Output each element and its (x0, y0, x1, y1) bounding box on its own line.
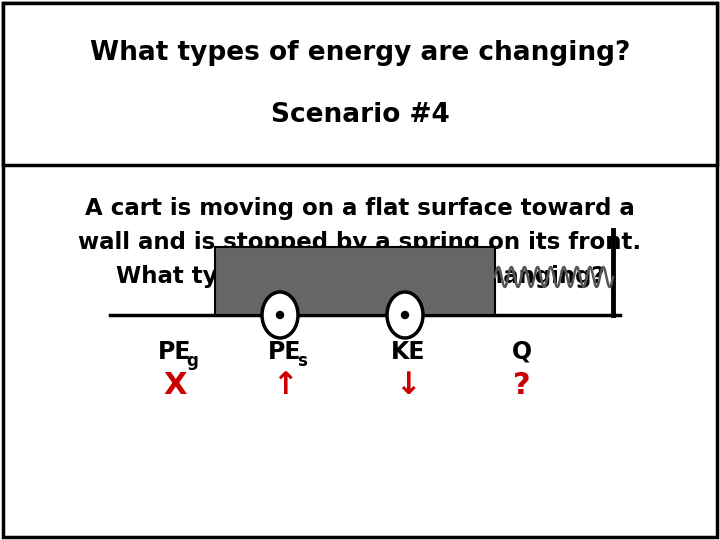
Text: g: g (186, 352, 198, 370)
Text: PE: PE (269, 340, 302, 364)
Text: What type(s) of energy are changing?: What type(s) of energy are changing? (116, 265, 604, 287)
Text: Scenario #4: Scenario #4 (271, 103, 449, 129)
Ellipse shape (387, 292, 423, 338)
Bar (3, 3, 717, 165)
Text: What types of energy are changing?: What types of energy are changing? (90, 40, 630, 66)
Ellipse shape (262, 292, 298, 338)
Text: PE: PE (158, 340, 192, 364)
Ellipse shape (276, 312, 284, 319)
Bar (215, 247, 495, 315)
Text: Q: Q (512, 340, 532, 364)
Ellipse shape (402, 312, 408, 319)
Text: wall and is stopped by a spring on its front.: wall and is stopped by a spring on its f… (78, 231, 642, 253)
Text: KE: KE (391, 340, 426, 364)
Text: s: s (297, 352, 307, 370)
Text: ?: ? (513, 370, 531, 400)
Text: A cart is moving on a flat surface toward a: A cart is moving on a flat surface towar… (85, 197, 635, 219)
Text: ↓: ↓ (395, 370, 420, 400)
Text: X: X (163, 370, 186, 400)
Text: ↑: ↑ (272, 370, 298, 400)
